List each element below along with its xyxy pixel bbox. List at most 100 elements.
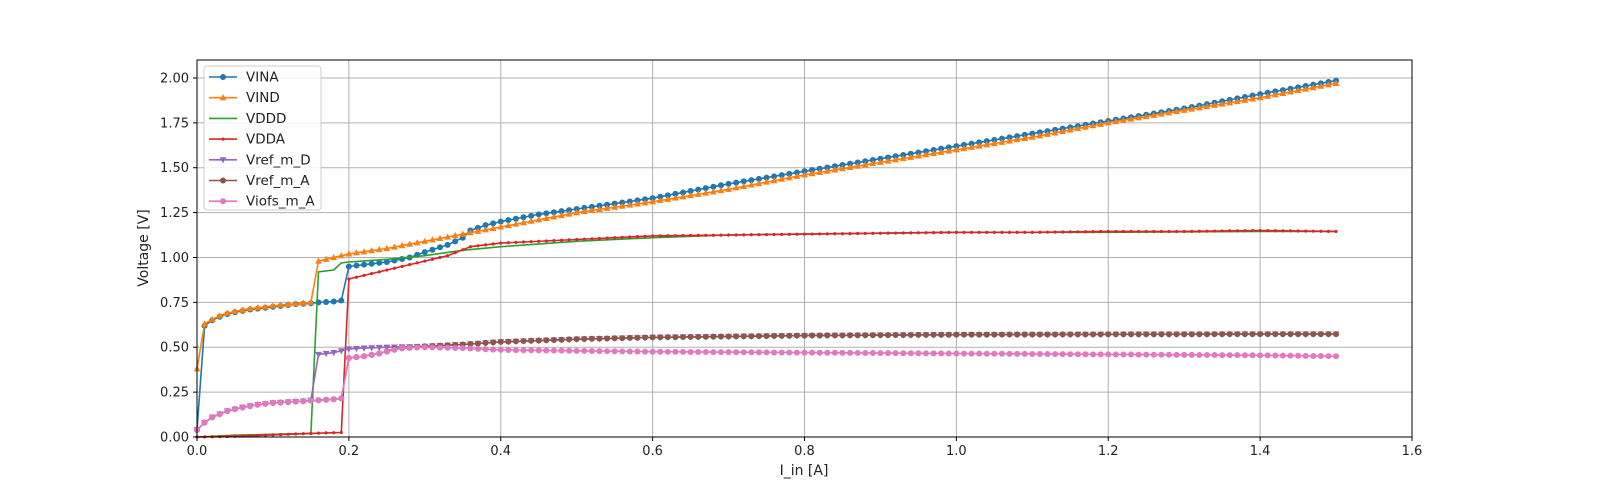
data-point-vref-m-a <box>1295 331 1302 338</box>
data-point-viofs-m-a <box>1074 351 1081 358</box>
data-point-viofs-m-a <box>1059 351 1066 358</box>
data-point-viofs-m-a <box>1006 350 1013 357</box>
data-point-vref-m-a <box>930 331 937 338</box>
data-point-viofs-m-a <box>429 344 436 351</box>
data-point-vind <box>353 249 360 256</box>
legend-label: Vref_m_D <box>246 152 311 168</box>
data-point-vina <box>338 297 345 304</box>
data-point-vdda <box>491 242 495 246</box>
data-point-vind <box>1158 110 1165 117</box>
data-point-vind <box>1127 115 1135 122</box>
data-point-viofs-m-a <box>626 348 633 355</box>
data-point-viofs-m-a <box>664 348 671 355</box>
legend-label: VDDD <box>246 111 286 127</box>
data-point-vind <box>588 206 596 214</box>
data-point-viofs-m-a <box>847 349 854 356</box>
data-point-vind <box>1013 136 1021 143</box>
data-point-vind <box>1279 89 1287 96</box>
data-point-viofs-m-a <box>414 344 421 351</box>
data-point-vdda <box>1121 229 1126 234</box>
data-point-viofs-m-a <box>1196 351 1203 358</box>
data-point-vind <box>216 312 224 319</box>
data-point-viofs-m-a <box>976 350 983 357</box>
x-tick-label: 1.0 <box>946 444 967 459</box>
data-point-vind <box>284 300 292 308</box>
data-point-vind <box>1325 81 1332 88</box>
data-point-vind <box>922 151 930 158</box>
data-point-vind <box>261 303 269 310</box>
data-point-viofs-m-a <box>1325 353 1332 360</box>
data-point-vind <box>322 255 330 262</box>
data-point-vref-m-a <box>1036 331 1043 338</box>
data-point-vref-m-a <box>968 331 975 338</box>
data-point-vind <box>983 141 991 148</box>
data-point-vdda <box>673 234 678 238</box>
data-point-vind <box>1233 97 1241 105</box>
data-point-viofs-m-a <box>1143 351 1150 358</box>
data-point-vdda <box>294 432 298 436</box>
data-point-vdda <box>1023 230 1027 234</box>
data-point-vdda <box>651 234 655 238</box>
data-point-vref-m-a <box>755 333 762 340</box>
data-point-vdda <box>521 240 526 244</box>
x-tick-label: 0.8 <box>794 444 815 459</box>
data-point-vdda <box>1212 229 1217 233</box>
data-point-vina <box>528 212 535 219</box>
data-point-vind <box>755 179 763 187</box>
data-point-vref-m-a <box>953 331 960 338</box>
y-tick-label: 2.00 <box>160 71 189 86</box>
data-point-viofs-m-a <box>710 349 717 356</box>
data-point-vdda <box>901 231 905 235</box>
data-point-vdda <box>529 240 533 244</box>
data-point-vdda <box>1083 230 1088 234</box>
data-point-vind <box>778 175 786 182</box>
data-point-vref-m-a <box>900 331 907 338</box>
series-layer <box>193 77 1340 439</box>
data-point-vdda <box>1220 229 1224 233</box>
x-tick-label: 0.0 <box>187 444 208 459</box>
data-point-vref-m-a <box>680 334 686 341</box>
data-point-vdda <box>1273 229 1277 233</box>
data-point-vdda <box>726 233 731 237</box>
data-point-vdda <box>795 232 799 236</box>
data-point-viofs-m-a <box>1287 352 1294 359</box>
data-point-viofs-m-a <box>307 397 314 404</box>
data-point-vind <box>960 144 968 152</box>
data-point-vref-m-a <box>1150 331 1157 338</box>
data-point-vind <box>535 216 543 223</box>
data-point-vdda <box>1288 229 1293 233</box>
data-point-vind <box>952 146 960 153</box>
data-point-vref-m-a <box>839 332 846 339</box>
data-point-vdda <box>1258 228 1262 233</box>
data-point-vdda <box>1319 229 1323 233</box>
data-point-vina <box>710 183 717 190</box>
data-point-vref-m-a <box>611 335 618 342</box>
data-point-vref-m-a <box>642 334 649 341</box>
data-point-viofs-m-a <box>353 354 360 361</box>
data-point-viofs-m-a <box>1249 352 1256 359</box>
data-point-vref-m-a <box>938 331 945 338</box>
data-point-vref-m-a <box>983 331 990 338</box>
data-point-vref-m-a <box>619 335 626 342</box>
data-point-viofs-m-a <box>968 350 975 357</box>
data-point-viofs-m-a <box>1029 350 1036 357</box>
data-point-viofs-m-a <box>376 350 383 357</box>
legend-marker <box>220 177 226 184</box>
data-point-vind <box>1287 88 1294 95</box>
data-point-vind <box>451 231 459 239</box>
series-line-vdda <box>196 229 1337 438</box>
data-point-vref-m-a <box>474 340 481 347</box>
data-point-vind <box>1142 112 1150 120</box>
data-point-vdda <box>764 232 769 237</box>
data-point-vdda <box>263 433 267 437</box>
data-point-vdda <box>704 233 708 237</box>
data-point-vref-m-a <box>725 333 732 340</box>
data-point-vind <box>1195 104 1203 111</box>
data-point-viofs-m-a <box>254 401 261 408</box>
data-point-vref-m-a <box>1067 331 1074 338</box>
data-point-vref-m-a <box>740 333 747 340</box>
data-point-vdda <box>734 233 738 237</box>
data-point-viofs-m-a <box>793 349 800 356</box>
data-point-vdda <box>742 233 746 237</box>
